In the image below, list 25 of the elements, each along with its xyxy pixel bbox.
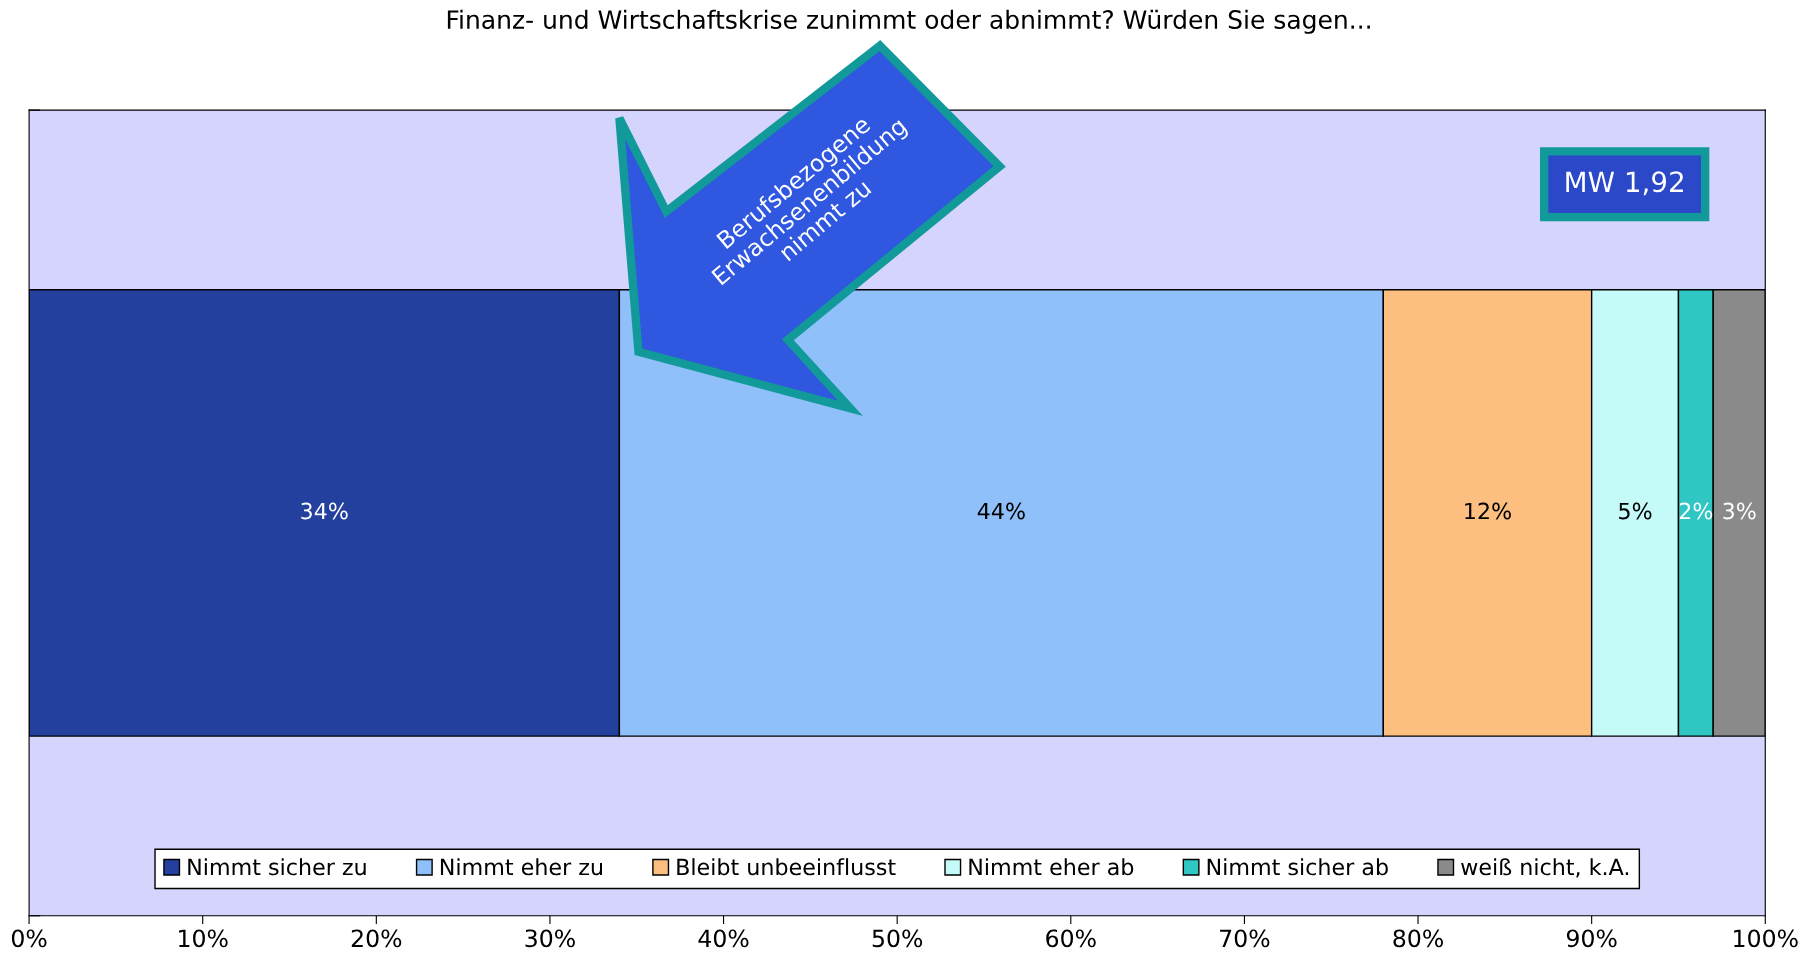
x-tick-label: 30% xyxy=(525,929,575,948)
legend-label: Bleibt unbeeinflusst xyxy=(677,858,896,876)
x-tick-label: 40% xyxy=(698,929,749,948)
legend-label: weiß nicht, k.A. xyxy=(1461,858,1629,878)
chart-title: Finanz- und Wirtschaftskrise zunimmt oder abnimmt? Würden Sie sagen... xyxy=(447,9,1370,34)
x-tick-label: 10% xyxy=(179,929,228,948)
x-tick-label: 50% xyxy=(872,929,923,948)
data-label: 2% xyxy=(1679,502,1713,520)
data-label: 12% xyxy=(1465,502,1511,520)
x-tick-label: 90% xyxy=(1566,929,1617,948)
annotation: MW 1,92 xyxy=(1566,171,1683,196)
legend-label: Nimmt eher zu xyxy=(440,858,603,876)
x-tick-label: 70% xyxy=(1220,929,1270,948)
x-tick-label: 20% xyxy=(351,929,402,948)
legend-label: Nimmt sicher zu xyxy=(188,858,366,876)
x-tick-label: 80% xyxy=(1393,929,1443,948)
legend-label: Nimmt eher ab xyxy=(969,858,1134,876)
legend-label: Nimmt sicher ab xyxy=(1207,858,1388,876)
data-label: 34% xyxy=(301,502,348,520)
x-tick-label: 100% xyxy=(1734,929,1798,948)
data-label: 3% xyxy=(1723,502,1756,520)
x-tick-label: 0% xyxy=(11,929,47,948)
data-label: 44% xyxy=(977,502,1025,520)
data-label: 5% xyxy=(1619,502,1652,520)
x-tick-label: 60% xyxy=(1046,929,1096,948)
